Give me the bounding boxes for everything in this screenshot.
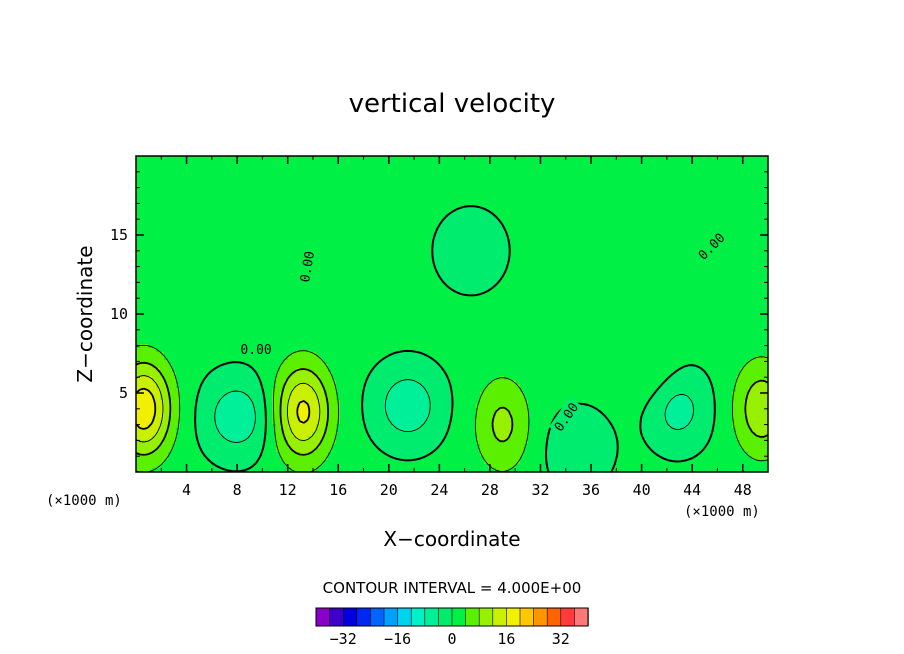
x-tick-label: 8 — [233, 481, 242, 499]
colorbar-swatch — [560, 607, 576, 627]
contour-positive — [136, 361, 768, 456]
colorbar-swatch — [410, 607, 426, 627]
colorbar-swatch — [424, 607, 440, 627]
colorbar-swatch — [342, 607, 358, 627]
colorbar-swatch — [315, 607, 331, 627]
y-tick-label: 10 — [110, 305, 128, 323]
contour-label-backdrop — [295, 247, 317, 286]
colorbar-swatch — [546, 607, 562, 627]
y-tick-label: 15 — [110, 226, 128, 244]
x-axis-unit: (×1000 m) — [684, 504, 760, 520]
y-axis-unit: (×1000 m) — [46, 493, 122, 509]
colorbar-swatch — [383, 607, 399, 627]
colorbar-swatch — [370, 607, 385, 627]
colorbar-swatch — [438, 607, 453, 627]
x-tick-label: 24 — [430, 481, 448, 499]
x-tick-label: 16 — [329, 481, 347, 499]
x-tick-label: 40 — [633, 481, 651, 499]
colorbar-tick-label: 0 — [447, 630, 456, 648]
colorbar-swatch — [451, 607, 467, 627]
y-axis: 5 10 15 — [110, 171, 768, 457]
colorbar-swatch — [533, 607, 548, 627]
y-axis-label: Z−coordinate — [73, 245, 97, 382]
contour-label-backdrop — [548, 397, 582, 436]
contour-labels: 0.000.000.000.00 — [238, 227, 729, 436]
contour-label: 0.00 — [240, 343, 271, 358]
contour-label-backdrop — [238, 340, 275, 356]
x-tick-label: 28 — [481, 481, 499, 499]
x-tick-label: 12 — [279, 481, 297, 499]
colorbar-swatch — [356, 607, 372, 627]
contour-interval-text: CONTOUR INTERVAL = 4.000E+00 — [323, 579, 582, 597]
x-axis: 4 8 12 16 20 24 28 32 36 40 44 48 — [160, 156, 752, 499]
x-tick-label: 36 — [582, 481, 600, 499]
chart-title: vertical velocity — [349, 89, 556, 119]
colorbar: −32 −16 0 16 32 — [315, 607, 589, 648]
y-tick-label: 5 — [119, 384, 128, 402]
x-axis-label: X−coordinate — [383, 527, 520, 551]
colorbar-swatch — [519, 607, 535, 627]
x-tick-label: 32 — [531, 481, 549, 499]
colorbar-tick-label: 32 — [552, 630, 570, 648]
colorbar-swatch — [397, 607, 412, 627]
colorbar-tick-label: 16 — [497, 630, 515, 648]
colorbar-swatch — [506, 607, 521, 627]
colorbar-tick-label: −16 — [384, 630, 411, 648]
colorbar-tick-label: −32 — [330, 630, 357, 648]
plot-area: 0.000.000.000.00 4 8 12 16 20 24 28 32 36 40 44 48 … — [110, 155, 769, 499]
colorbar-swatch — [574, 607, 589, 627]
contour-negative — [214, 379, 694, 443]
colorbar-frame — [315, 607, 589, 627]
x-tick-label: 20 — [380, 481, 398, 499]
velocity-field — [136, 156, 768, 472]
x-tick-label: 4 — [182, 481, 191, 499]
colorbar-swatch — [329, 607, 344, 627]
contour-label: 0.00 — [298, 250, 318, 283]
contour-label-backdrop — [692, 227, 729, 264]
colorbar-swatch — [478, 607, 494, 627]
contour-positive — [136, 375, 321, 443]
colorbar-swatch — [492, 607, 508, 627]
x-tick-label: 48 — [734, 481, 752, 499]
colorbar-swatch — [465, 607, 480, 627]
x-tick-label: 44 — [683, 481, 701, 499]
